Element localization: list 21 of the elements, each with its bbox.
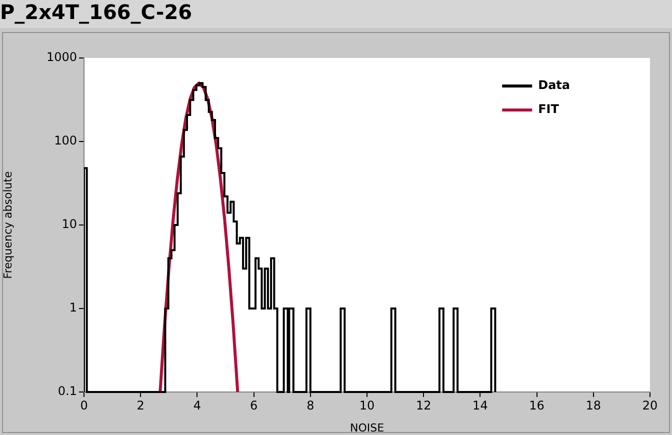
x-tick-label: 6: [250, 398, 258, 412]
x-tick-label: 14: [472, 398, 488, 412]
x-tick-label: 20: [642, 398, 658, 412]
x-tick-label: 18: [586, 398, 602, 412]
x-tick-label: 4: [193, 398, 202, 412]
y-tick-label: 10: [62, 217, 77, 232]
x-axis-title: NOISE: [350, 421, 384, 434]
legend-label: Data: [538, 78, 570, 92]
x-tick-label: 0: [80, 398, 88, 412]
x-tick-label: 10: [359, 398, 375, 412]
y-tick-label: 1000: [46, 50, 77, 64]
y-tick-label: 1: [69, 300, 77, 315]
legend-label: FIT: [538, 102, 560, 116]
x-tick-label: 12: [416, 398, 432, 412]
y-axis-title: Frequency absolute: [1, 170, 14, 279]
chart-title: P_2x4T_166_C-26: [0, 0, 192, 24]
x-tick-label: 2: [136, 398, 144, 412]
x-tick-label: 16: [529, 398, 544, 412]
y-tick-label: 0.1: [58, 384, 77, 398]
y-tick-label: 100: [54, 134, 77, 148]
x-tick-label: 8: [306, 398, 314, 412]
